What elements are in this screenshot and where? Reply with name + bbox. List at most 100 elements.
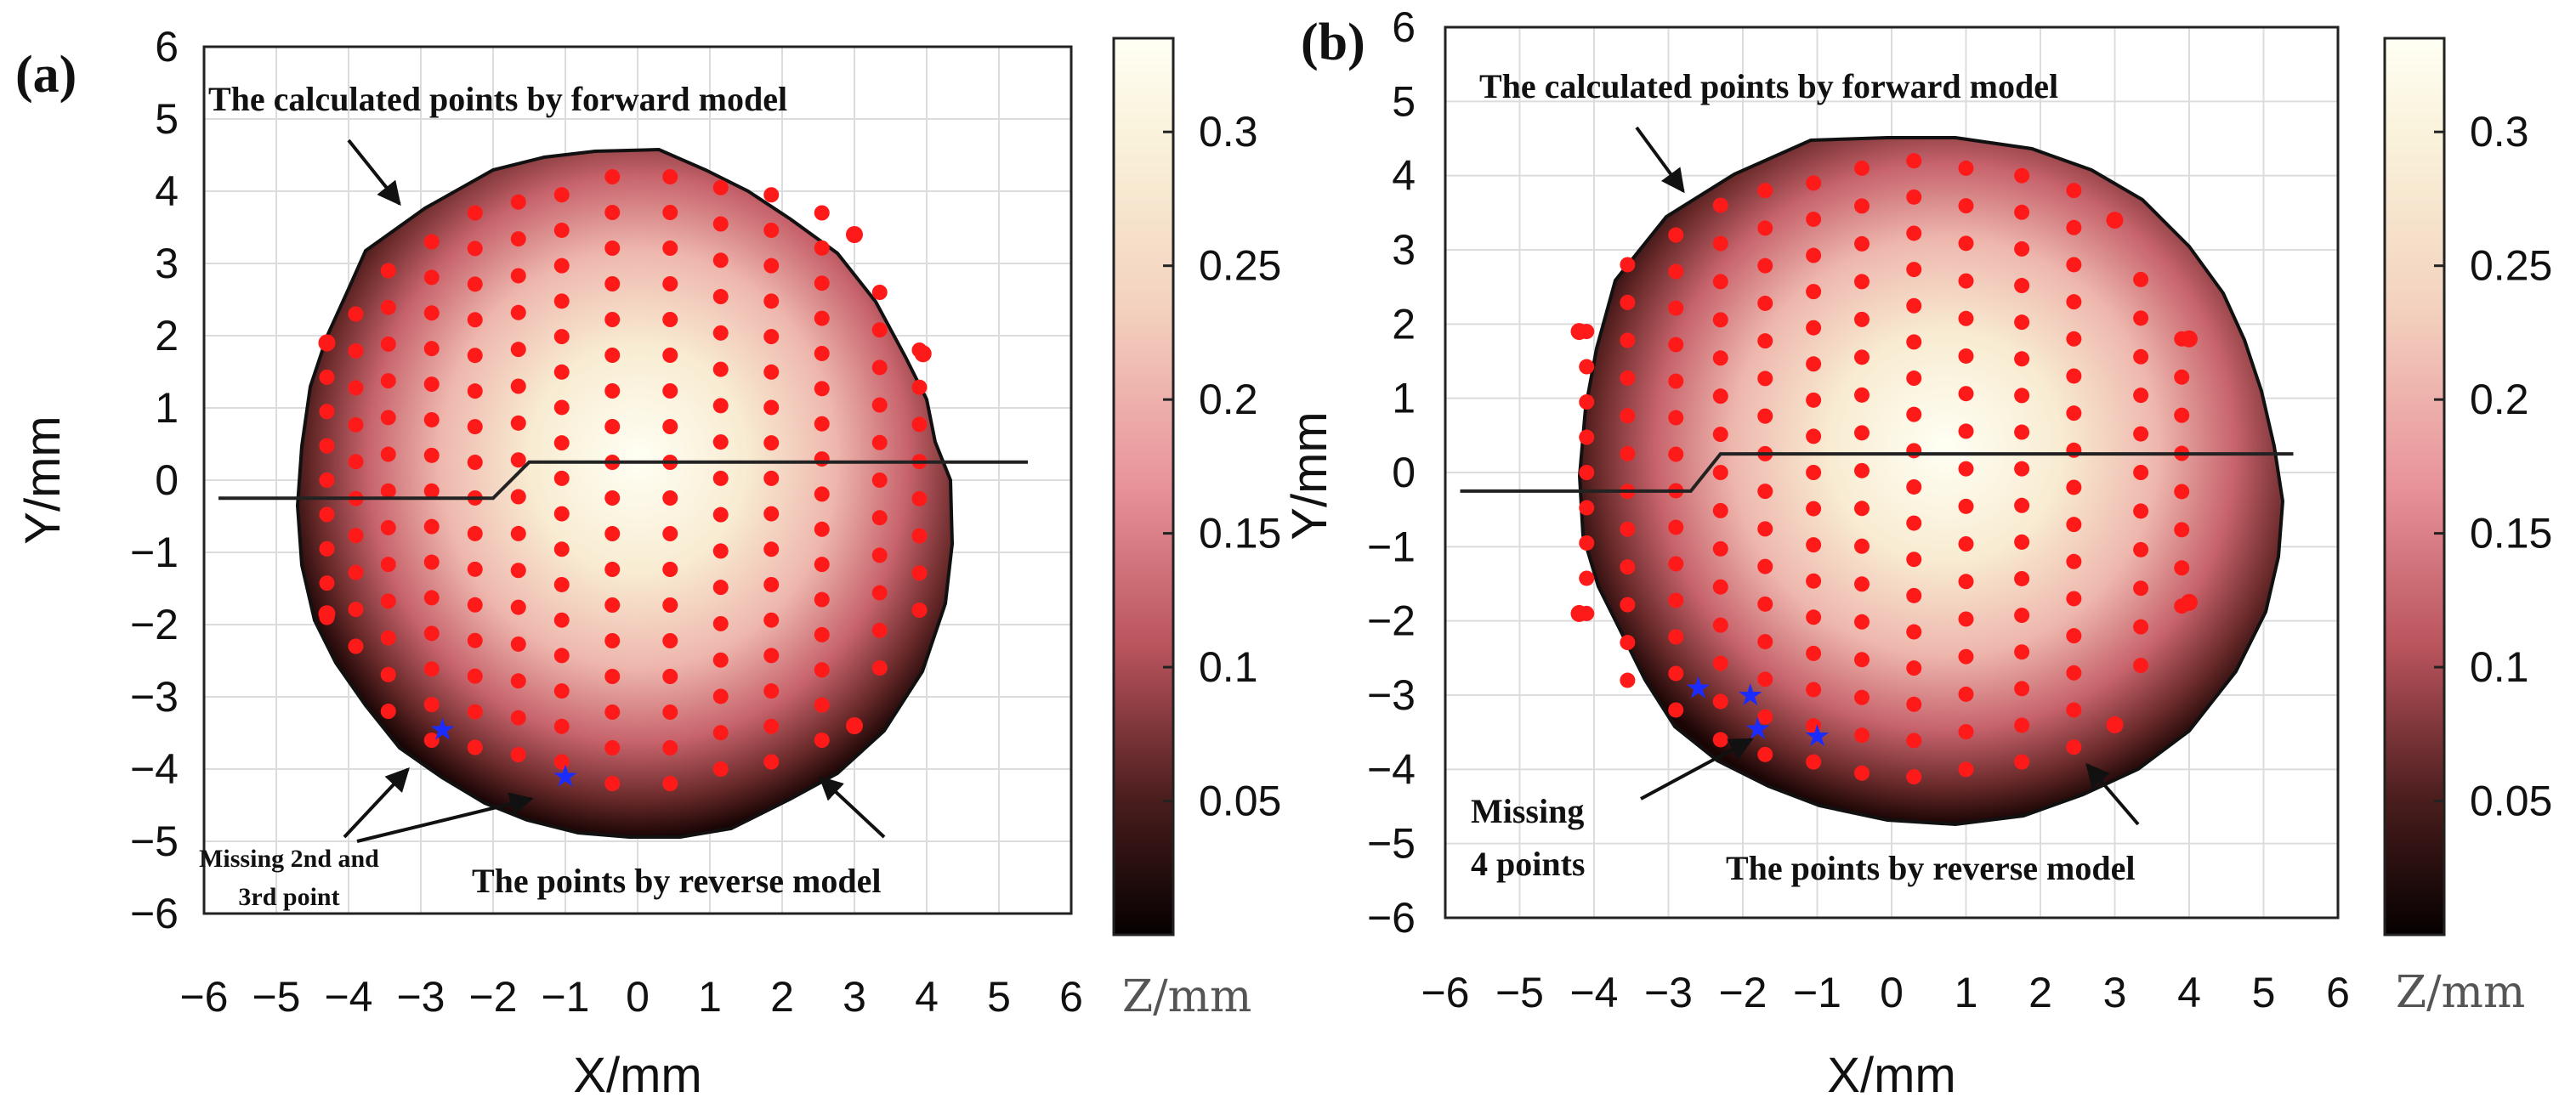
panel-a-red-point (662, 276, 678, 291)
panel-a-red-point (510, 636, 526, 652)
panel-b-red-point (2014, 388, 2030, 404)
panel-a-red-point (763, 399, 780, 416)
panel-a-red-point (814, 240, 830, 256)
panel-a-red-point (814, 310, 830, 326)
panel-a-red-point (712, 652, 729, 668)
panel-b-red-point (2066, 479, 2082, 495)
panel-a-red-point (423, 376, 440, 393)
panel-a-red-point (763, 222, 780, 238)
panel-a-red-point (553, 364, 570, 380)
panel-b-red-point (1958, 198, 1974, 214)
panel-b-red-point (1579, 570, 1595, 586)
panel-b-red-point (2133, 541, 2149, 557)
panel-a-red-point (814, 557, 830, 573)
panel-b-x-tick-label: −2 (1718, 969, 1767, 1016)
panel-b-red-point (1806, 501, 1822, 517)
panel-a-forward-model-arrow (347, 139, 401, 207)
panel-a-x-tick-label: −4 (324, 973, 372, 1021)
panel-a-red-point (423, 518, 440, 535)
panel-a-red-point (763, 541, 780, 557)
panel-a-red-point (319, 540, 335, 557)
panel-b-red-point (1958, 160, 1974, 176)
panel-a-red-point (348, 342, 364, 359)
panel-b-colorbar-tick-label: 0.25 (2470, 242, 2552, 290)
panel-b-missing-point-star: ★ (1684, 670, 1711, 705)
panel-b-red-point (1906, 733, 1922, 749)
panel-a-red-point (662, 205, 678, 220)
panel-a-red-point (763, 683, 780, 699)
panel-b-red-point (2133, 465, 2149, 480)
panel-b-red-point (1579, 359, 1595, 375)
panel-b-y-tick-label: 2 (1392, 300, 1416, 348)
panel-a-red-point (423, 661, 440, 677)
panel-a-y-tick-label: −3 (130, 673, 179, 721)
panel-a-red-point (510, 525, 526, 541)
panel-a-red-point (423, 590, 440, 606)
panel-a-red-point (911, 565, 928, 581)
panel-b-red-point (1712, 312, 1728, 328)
panel-a-red-point (319, 404, 335, 420)
panel-b-red-point (1906, 478, 1922, 495)
panel-b-red-point (1668, 556, 1684, 572)
panel-a-red-point (380, 336, 396, 352)
panel-a-reverse-model-arrow (818, 776, 886, 839)
panel-b-red-point (2133, 388, 2149, 404)
panel-a-red-point (604, 526, 621, 541)
panel-b-red-point (1806, 465, 1822, 480)
panel-a-x-tick-label: 4 (915, 973, 939, 1021)
panel-a-red-point (423, 305, 440, 321)
panel-a-red-point (319, 438, 335, 454)
panel-b-red-point (1958, 498, 1974, 514)
panel-a-red-point (662, 490, 678, 506)
panel-b-red-point (1757, 521, 1773, 537)
panel-a-red-point (553, 187, 570, 203)
panel-b-missing-point-star: ★ (1737, 678, 1764, 713)
panel-a-red-point (467, 419, 483, 435)
panel-b-red-point (2014, 314, 2030, 331)
panel-b-red-point (1958, 310, 1974, 326)
panel-a-red-point (380, 446, 396, 462)
panel-b-x-tick-label: −6 (1421, 969, 1469, 1016)
panel-b-red-point (2066, 517, 2082, 533)
panel-a-red-point (380, 630, 396, 646)
panel-b-red-point (1958, 611, 1974, 627)
panel-b-red-point (1906, 769, 1922, 785)
panel-b-red-point (1854, 425, 1870, 441)
panel-a-red-point (348, 528, 364, 544)
panel-b-red-point (1620, 370, 1636, 386)
panel-a-red-point (380, 704, 396, 719)
panel-a-missing-points: ★★ (428, 712, 579, 794)
panel-a-red-point (662, 383, 678, 399)
panel-a-y-tick-label: 6 (155, 23, 179, 71)
panel-a-red-point (510, 599, 526, 615)
panel-a-label: (a) (15, 46, 77, 104)
panel-a-red-point (712, 325, 729, 341)
panel-a-red-point (604, 669, 621, 684)
panel-a-red-point (604, 597, 621, 613)
panel-b-y-tick-label: 0 (1392, 449, 1416, 496)
panel-b-red-point (1854, 765, 1870, 781)
panel-a-x-tick-label: 1 (698, 973, 722, 1021)
panel-a-red-point (662, 240, 678, 256)
panel-a-red-point (712, 615, 729, 631)
panel-b-red-point (1668, 263, 1684, 280)
panel-b-red-point (2066, 702, 2082, 718)
panel-a-red-point (712, 179, 729, 195)
panel-a-red-point (319, 575, 335, 591)
panel-a-red-point (510, 268, 526, 284)
panel-a-x-tick-label: −2 (468, 973, 517, 1021)
panel-a-colorbar-tick-label: 0.25 (1199, 242, 1281, 290)
panel-b-red-point (1806, 718, 1822, 734)
panel-a-red-point (846, 226, 863, 243)
panel-a-red-point (662, 526, 678, 541)
panel-b-red-point (1806, 175, 1822, 191)
panel-b-red-point (2066, 665, 2082, 681)
panel-a-red-point (510, 747, 526, 762)
panel-a-red-point (423, 447, 440, 463)
panel-b-red-point (2014, 717, 2030, 733)
panel-a-red-point (553, 612, 570, 628)
panel-a-red-point (662, 704, 678, 720)
panel-b-red-point (2066, 628, 2082, 644)
panel-b-red-point (2174, 484, 2190, 500)
panel-a-red-point (510, 194, 526, 210)
